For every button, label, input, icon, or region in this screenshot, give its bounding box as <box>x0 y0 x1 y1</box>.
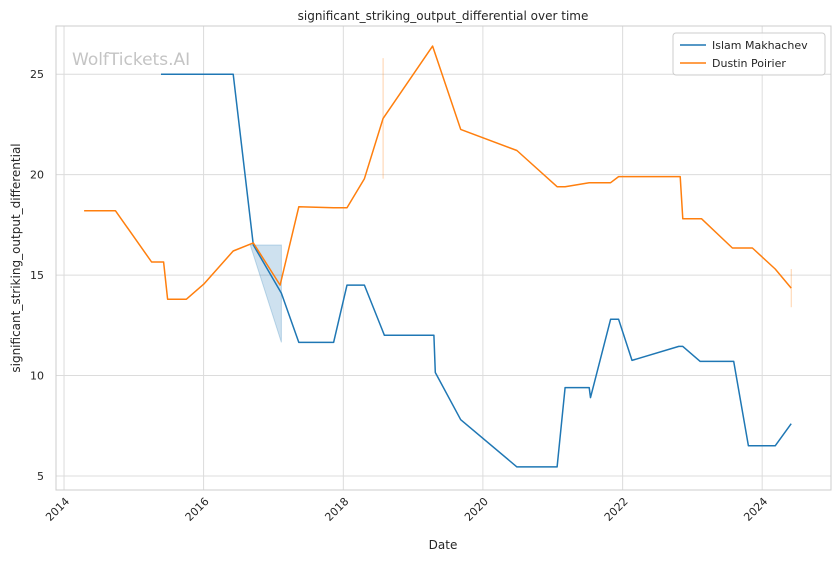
series-lines <box>84 45 792 468</box>
chart-title: significant_striking_output_differential… <box>298 9 589 23</box>
x-tick-label: 2018 <box>322 495 351 524</box>
plot-frame <box>55 25 832 491</box>
dustin-poirier-line <box>84 45 792 300</box>
watermark: WolfTickets.AI <box>72 50 190 70</box>
x-tick-label: 2020 <box>462 495 491 524</box>
islam-makhachev-line <box>161 73 792 468</box>
x-tick-label: 2016 <box>183 495 212 524</box>
x-axis-ticks: 2014 2016 2018 2020 2022 2024 <box>43 495 770 524</box>
x-tick-label: 2024 <box>741 495 770 524</box>
legend-box <box>672 32 826 76</box>
legend-label-islam-makhachev: Islam Makhachev <box>712 39 808 52</box>
x-tick-label: 2014 <box>43 495 72 524</box>
y-tick-label: 25 <box>30 68 44 81</box>
legend: Islam Makhachev Dustin Poirier <box>672 32 826 76</box>
islam-makhachev-confidence-band <box>249 244 282 343</box>
y-axis-title: significant_striking_output_differential <box>9 143 23 372</box>
y-tick-label: 5 <box>37 470 44 483</box>
x-axis-title: Date <box>429 538 458 552</box>
confidence-bands <box>249 58 792 343</box>
y-axis-ticks: 5 10 15 20 25 <box>30 68 44 483</box>
x-tick-label: 2022 <box>602 495 631 524</box>
legend-label-dustin-poirier: Dustin Poirier <box>712 57 786 70</box>
grid-lines <box>56 26 831 490</box>
y-tick-label: 15 <box>30 269 44 282</box>
y-tick-label: 20 <box>30 169 44 182</box>
y-tick-label: 10 <box>30 370 44 383</box>
